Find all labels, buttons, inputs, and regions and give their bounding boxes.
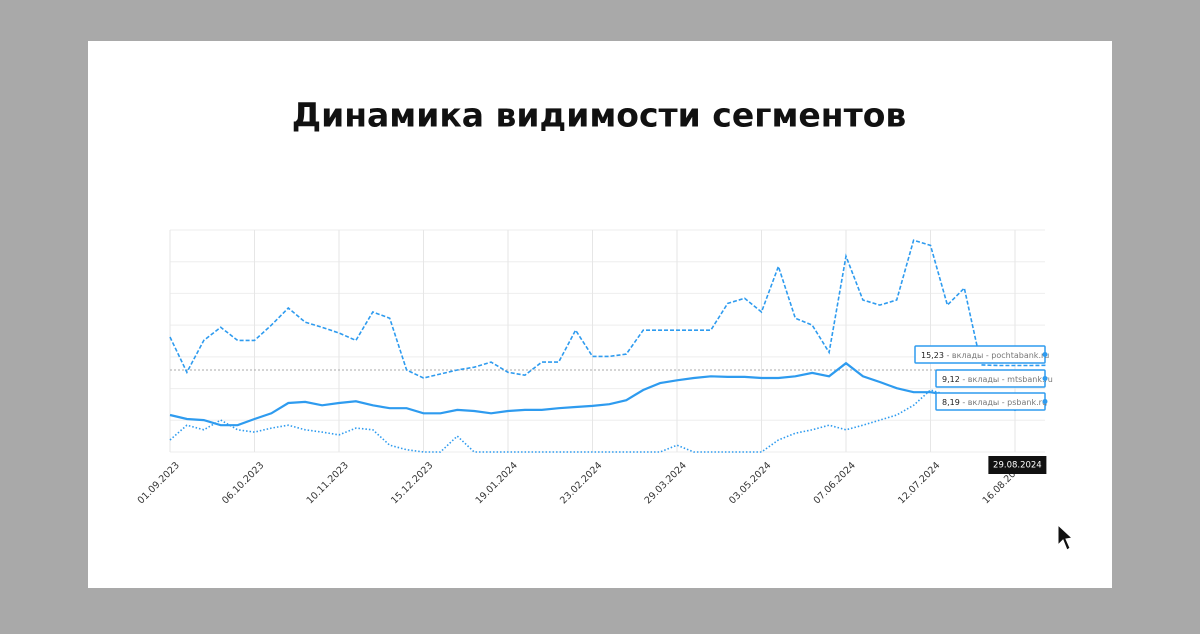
tooltip-text: 9,12 - вклады - mtsbank.ru	[942, 375, 1053, 384]
tooltip-separator: -	[960, 375, 968, 384]
date-badge	[988, 456, 1047, 474]
legend-entry: вклады - mtsbank.ru	[968, 375, 1053, 384]
end-point	[1042, 376, 1048, 381]
series-line	[169, 389, 1047, 453]
date-badge-label: 29.08.2024	[993, 461, 1042, 471]
legend-entry: вклады - psbank.ru	[968, 398, 1047, 407]
tooltip-value: 8,19	[942, 398, 960, 407]
tooltip-separator: -	[960, 398, 968, 407]
tooltip-text: 15,23 - вклады - pochtabank.ru	[921, 351, 1049, 360]
legend-entry: вклады - pochtabank.ru	[952, 351, 1049, 360]
tooltip-value: 9,12	[942, 375, 960, 384]
end-point	[1042, 399, 1048, 404]
series-line	[169, 361, 1047, 427]
cursor	[1057, 523, 1074, 551]
lines	[169, 239, 1047, 453]
tooltip-value: 15,23	[921, 351, 944, 360]
slide-card	[88, 41, 1112, 588]
chart-title: Динамика видимости сегментов	[292, 96, 907, 135]
end-point	[1042, 352, 1048, 357]
series-line	[169, 239, 1047, 379]
tooltip-text: 8,19 - вклады - psbank.ru	[942, 398, 1047, 407]
tooltip-separator: -	[944, 351, 952, 360]
tooltips: 15,23 - вклады - pochtabank.ru 9,12 - вкл…	[914, 345, 1053, 411]
